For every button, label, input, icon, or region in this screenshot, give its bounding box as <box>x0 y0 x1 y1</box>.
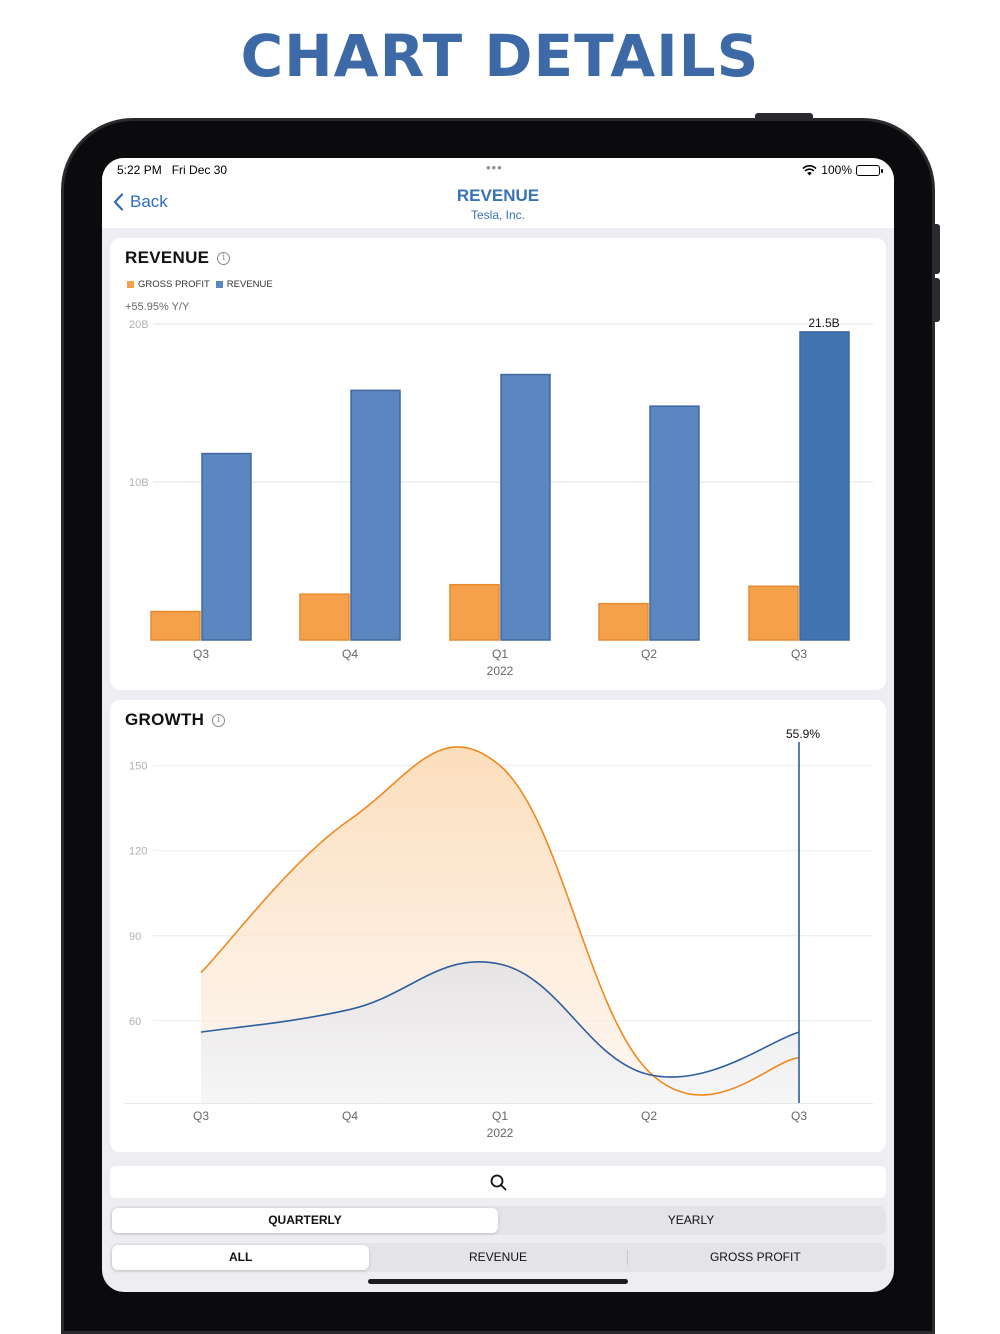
status-time: 5:22 PM Fri Dec 30 <box>117 163 227 177</box>
revenue-card: 10B 20B Q3 Q4 Q1 2022 Q2 Q3 21.5B REVENUE i GROS… <box>110 238 886 690</box>
status-bar: 5:22 PM Fri Dec 30 ••• 100% <box>102 158 894 184</box>
x-tick-label: Q4 <box>342 1109 358 1123</box>
multitask-dots[interactable]: ••• <box>486 160 503 175</box>
status-right: 100% <box>802 163 883 177</box>
chevron-left-icon <box>113 193 124 211</box>
legend-label: REVENUE <box>226 279 273 290</box>
x-tick-label: Q1 <box>492 1109 508 1123</box>
segment-revenue-label: REVENUE <box>468 1250 527 1264</box>
series-line-revenue <box>200 960 800 1078</box>
bar-gross-profit <box>299 593 350 641</box>
status-clock: 5:22 PM <box>117 163 162 177</box>
x-tick-label: Q3 <box>791 647 807 661</box>
area-fill-revenue <box>201 961 799 1103</box>
battery-icon <box>856 164 883 176</box>
nav-subtitle: Tesla, Inc. <box>470 208 526 222</box>
revenue-chart[interactable]: 10B 20B Q3 Q4 Q1 2022 Q2 Q3 21.5B <box>110 238 886 690</box>
segment-yearly[interactable]: YEARLY <box>667 1213 715 1227</box>
x-tick-label: Q2 <box>641 1109 657 1123</box>
revenue-legend: GROSS PROFIT REVENUE <box>127 279 273 290</box>
revenue-title-text: REVENUE <box>125 248 210 267</box>
y-tick-label: 10B <box>129 477 149 489</box>
legend-item-revenue: REVENUE <box>215 279 273 290</box>
bar-revenue <box>500 373 551 641</box>
growth-card-title: GROWTH i <box>125 710 226 730</box>
segment-quarterly[interactable]: QUARTERLY <box>112 1208 498 1233</box>
period-segmented-control: QUARTERLY YEARLY <box>110 1206 886 1235</box>
x-tick-label: Q2 <box>641 647 657 661</box>
growth-chart[interactable]: 60 90 120 150 55.9% Q3 Q4 Q1 2022 Q2 Q3 <box>110 700 886 1152</box>
growth-title-text: GROWTH <box>125 710 205 729</box>
back-label: Back <box>130 192 168 211</box>
y-tick-label: 120 <box>129 846 147 858</box>
x-tick-sublabel: 2022 <box>487 664 514 678</box>
segment-all-label: ALL <box>229 1250 253 1264</box>
search-bar[interactable] <box>110 1166 886 1198</box>
x-tick-label: Q3 <box>193 1109 209 1123</box>
device-volume-down-button <box>934 278 940 322</box>
growth-card: 60 90 120 150 55.9% Q3 Q4 Q1 2022 Q2 Q3 GROWTH i <box>110 700 886 1152</box>
x-tick-label: Q1 <box>492 647 508 661</box>
y-tick-label: 150 <box>129 761 147 773</box>
series-line-gross-profit <box>200 746 800 1096</box>
device-top-button <box>755 113 813 119</box>
segment-all[interactable]: ALL <box>112 1245 370 1270</box>
bar-revenue <box>350 389 401 641</box>
nav-title: REVENUE <box>456 186 540 205</box>
status-date: Fri Dec 30 <box>171 163 228 177</box>
search-icon[interactable] <box>490 1174 507 1191</box>
crosshair-callout-label: 55.9% <box>786 727 820 741</box>
navigation-bar: Back REVENUE Tesla, Inc. <box>102 184 894 228</box>
bar-revenue <box>799 331 850 641</box>
device-volume-up-button <box>934 224 940 274</box>
bar-revenue <box>201 452 252 641</box>
y-tick-label: 20B <box>129 319 149 331</box>
segment-divider <box>626 1250 628 1265</box>
home-indicator[interactable] <box>368 1279 628 1284</box>
legend-item-gross-profit: GROSS PROFIT <box>127 279 210 290</box>
x-tick-label: Q4 <box>342 647 358 661</box>
bar-gross-profit <box>748 585 799 641</box>
x-tick-label: Q3 <box>193 647 209 661</box>
wifi-icon <box>802 164 817 175</box>
info-icon[interactable]: i <box>217 251 231 265</box>
tablet-screen: 5:22 PM Fri Dec 30 ••• 100% Back REVENUE… <box>102 158 894 1292</box>
segment-gross-profit[interactable]: GROSS PROFIT <box>626 1245 884 1270</box>
bar-gross-profit <box>449 583 500 641</box>
legend-label: GROSS PROFIT <box>138 279 210 290</box>
filter-segmented-control: ALL REVENUE GROSS PROFIT <box>110 1243 886 1272</box>
bar-gross-profit <box>598 602 649 641</box>
bar-callout-label: 21.5B <box>808 316 839 330</box>
bar-revenue <box>649 405 700 641</box>
y-tick-label: 90 <box>129 931 141 943</box>
y-tick-label: 60 <box>129 1016 141 1028</box>
page-headline: CHART DETAILS <box>240 22 760 90</box>
segment-gross-profit-label: GROSS PROFIT <box>709 1250 801 1264</box>
info-icon[interactable]: i <box>212 713 226 727</box>
bar-gross-profit <box>150 610 201 641</box>
x-tick-label: Q3 <box>791 1109 807 1123</box>
battery-percent: 100% <box>821 163 852 177</box>
back-button[interactable]: Back <box>113 192 168 212</box>
yoy-change: +55.95% Y/Y <box>125 301 190 313</box>
segment-revenue[interactable]: REVENUE <box>369 1245 626 1270</box>
revenue-card-title: REVENUE i <box>125 248 231 268</box>
x-tick-sublabel: 2022 <box>487 1126 514 1140</box>
